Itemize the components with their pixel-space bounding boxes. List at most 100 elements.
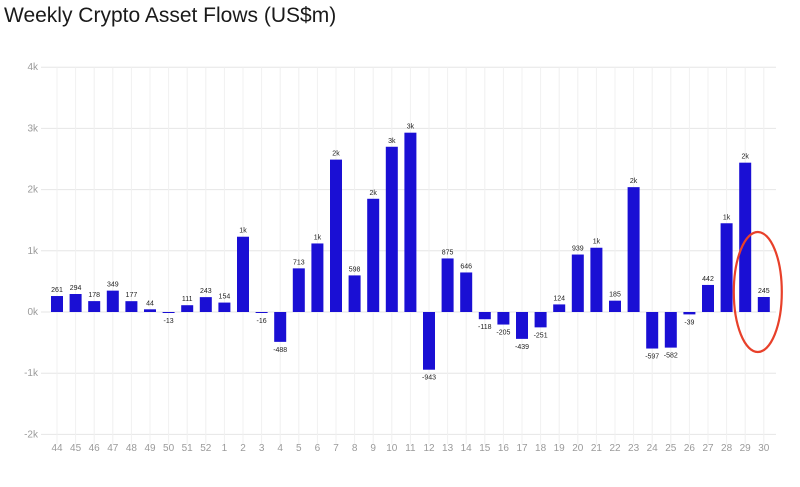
x-tick-label: 51 bbox=[182, 443, 194, 454]
data-label: 1k bbox=[239, 228, 247, 235]
x-tick-label: 30 bbox=[758, 443, 770, 454]
x-tick-label: 3 bbox=[259, 443, 265, 454]
x-tick-label: 2 bbox=[240, 443, 246, 454]
bar bbox=[106, 290, 119, 312]
annotation-layer bbox=[732, 230, 783, 354]
bar bbox=[646, 312, 659, 349]
x-tick-label: 27 bbox=[702, 443, 714, 454]
data-label: 178 bbox=[88, 292, 100, 299]
data-label: 939 bbox=[572, 246, 584, 253]
data-label: -39 bbox=[684, 319, 694, 326]
bar bbox=[162, 312, 175, 313]
bar bbox=[534, 312, 547, 328]
x-tick-label: 8 bbox=[352, 443, 358, 454]
bar bbox=[69, 294, 82, 312]
x-tick-label: 14 bbox=[461, 443, 473, 454]
data-label: -943 bbox=[422, 375, 436, 382]
bar bbox=[609, 300, 621, 312]
bar bbox=[664, 312, 677, 348]
bar bbox=[460, 272, 473, 312]
y-tick-label: 4k bbox=[27, 62, 39, 73]
bar bbox=[218, 302, 231, 312]
y-tick-label: 2k bbox=[27, 185, 39, 196]
data-label: 185 bbox=[609, 292, 621, 299]
bar bbox=[720, 223, 733, 312]
x-tick-label: 9 bbox=[370, 443, 376, 454]
bar bbox=[683, 312, 696, 315]
data-label: 442 bbox=[702, 276, 714, 283]
data-label: 243 bbox=[200, 288, 212, 295]
x-tick-label: 44 bbox=[51, 443, 63, 454]
x-tick-label: 47 bbox=[107, 443, 119, 454]
bar bbox=[423, 312, 435, 370]
bar bbox=[274, 312, 287, 342]
y-tick-label: -1k bbox=[24, 368, 39, 379]
bar bbox=[553, 304, 566, 312]
data-label: 124 bbox=[553, 295, 565, 302]
label-layer: 261 294 178 349 177 44 -13 111 243 154 1k -16 -488 71… bbox=[51, 124, 770, 382]
data-label: 349 bbox=[107, 282, 119, 289]
bar bbox=[478, 312, 491, 320]
bar bbox=[385, 146, 398, 312]
data-label: 713 bbox=[293, 259, 305, 266]
x-tick-label: 46 bbox=[89, 443, 101, 454]
data-label: 3k bbox=[388, 138, 396, 145]
data-label: 646 bbox=[460, 263, 472, 270]
x-tick-label: 45 bbox=[70, 443, 82, 454]
data-label: -597 bbox=[645, 354, 659, 361]
x-tick-label: 6 bbox=[315, 443, 321, 454]
bar-layer bbox=[51, 132, 770, 370]
data-label: 245 bbox=[758, 288, 770, 295]
data-label: -205 bbox=[496, 330, 510, 337]
data-label: 875 bbox=[442, 249, 454, 256]
bar bbox=[348, 275, 361, 312]
bar bbox=[330, 159, 342, 312]
x-tick-label: 4 bbox=[277, 443, 283, 454]
data-label: 3k bbox=[407, 124, 415, 131]
x-tick-label: 16 bbox=[498, 443, 510, 454]
x-tick-label: 24 bbox=[647, 443, 659, 454]
bar bbox=[51, 296, 63, 312]
x-tick-label: 29 bbox=[740, 443, 752, 454]
bar bbox=[367, 198, 380, 312]
x-tick-label: 13 bbox=[442, 443, 454, 454]
x-tick-label: 52 bbox=[200, 443, 212, 454]
y-tick-label: 1k bbox=[27, 246, 39, 257]
x-tick-label: 17 bbox=[516, 443, 528, 454]
x-tick-label: 15 bbox=[479, 443, 491, 454]
data-label: -13 bbox=[164, 318, 174, 325]
data-label: 294 bbox=[70, 285, 82, 292]
data-label: 177 bbox=[126, 292, 138, 299]
data-label: 154 bbox=[219, 294, 231, 301]
x-tick-label: 7 bbox=[333, 443, 339, 454]
data-label: -582 bbox=[664, 353, 678, 360]
data-label: 598 bbox=[349, 266, 361, 273]
data-label: 1k bbox=[593, 239, 601, 246]
data-label: -488 bbox=[273, 347, 287, 354]
x-tick-label: 11 bbox=[405, 443, 416, 454]
data-label: -439 bbox=[515, 344, 529, 351]
bar bbox=[237, 236, 249, 312]
x-tick-label: 21 bbox=[591, 443, 603, 454]
bar bbox=[311, 243, 324, 312]
bar bbox=[739, 162, 752, 312]
x-tick-label: 19 bbox=[554, 443, 566, 454]
x-tick-label: 48 bbox=[126, 443, 138, 454]
chart-title: Weekly Crypto Asset Flows (US$m) bbox=[4, 4, 337, 27]
x-tick-label: 12 bbox=[423, 443, 435, 454]
bar bbox=[144, 309, 156, 312]
data-label: -118 bbox=[478, 324, 492, 331]
bar bbox=[181, 305, 194, 312]
highlight-circle-annotation bbox=[732, 230, 783, 354]
bar bbox=[199, 297, 212, 312]
bar bbox=[571, 254, 584, 312]
bar bbox=[404, 132, 417, 312]
data-label: 2k bbox=[332, 151, 340, 158]
bar bbox=[255, 312, 268, 313]
x-tick-label: 22 bbox=[609, 443, 621, 454]
data-label: -16 bbox=[257, 318, 267, 325]
x-tick-label: 23 bbox=[628, 443, 640, 454]
bar bbox=[757, 297, 770, 312]
